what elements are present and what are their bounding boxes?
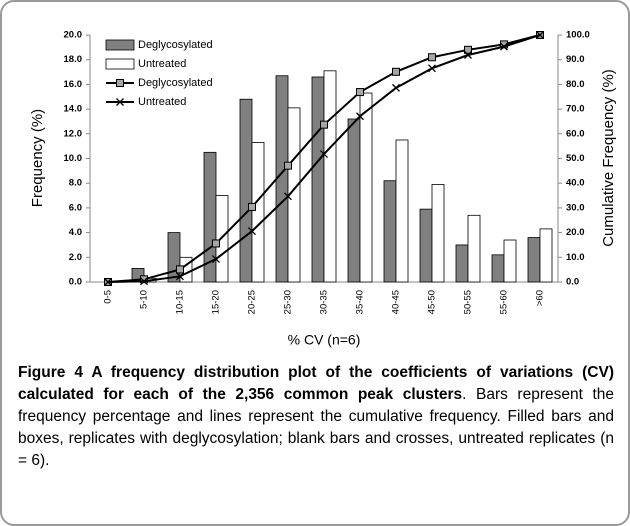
bar — [419, 208, 433, 283]
y-tick-label: 10.0 — [64, 153, 83, 164]
point-marker — [356, 88, 364, 97]
legend-marker — [116, 98, 124, 106]
y-tick-label: 20.0 — [64, 30, 83, 41]
point-marker — [248, 227, 256, 236]
legend-label: Untreated — [138, 96, 186, 108]
y2-tick-label: 30.0 — [566, 202, 585, 213]
point-marker — [428, 53, 436, 62]
x-tick-label: 25-30 — [283, 290, 294, 314]
x-tick-label: 45-50 — [427, 290, 438, 314]
caption-text: . Bars represent the frequency percentag… — [18, 386, 614, 469]
bar — [467, 214, 481, 283]
bar — [383, 180, 397, 283]
point-marker — [212, 255, 220, 263]
bar — [395, 139, 409, 283]
point-marker — [464, 51, 472, 59]
bar — [431, 184, 445, 283]
bar — [251, 142, 265, 283]
y2-tick-label: 50.0 — [566, 153, 585, 164]
y2-tick-label: 60.0 — [566, 128, 585, 139]
y-tick-label: 14.0 — [64, 104, 83, 115]
point-marker — [356, 112, 364, 121]
point-marker — [284, 192, 292, 201]
y-tick-label: 12.0 — [64, 128, 83, 139]
y-tick-label: 4.0 — [69, 227, 82, 238]
legend-swatch — [105, 39, 135, 51]
y-tick-label: 6.0 — [69, 202, 82, 213]
x-tick-label: >60 — [535, 290, 546, 306]
y2-tick-label: 10.0 — [566, 252, 585, 263]
bar — [311, 76, 325, 283]
bar — [527, 237, 541, 283]
legend-label: Deglycosylated — [138, 77, 213, 89]
bar — [275, 75, 289, 283]
point-marker — [464, 45, 472, 54]
legend-label: Untreated — [138, 58, 186, 70]
x-tick-label: 30-35 — [319, 290, 330, 314]
bar — [455, 244, 469, 283]
y2-tick-label: 100.0 — [566, 30, 590, 41]
x-tick-label: 35-40 — [355, 290, 366, 314]
bar — [539, 228, 553, 283]
point-marker — [176, 265, 184, 274]
y-tick-label: 0.0 — [69, 277, 82, 288]
y2-tick-label: 0.0 — [566, 277, 579, 288]
y-tick-label: 2.0 — [69, 252, 82, 263]
point-marker — [500, 42, 508, 51]
y-tick-label: 8.0 — [69, 178, 82, 189]
x-axis-title: % CV (n=6) — [288, 332, 361, 348]
y2-tick-label: 40.0 — [566, 178, 585, 189]
point-marker — [176, 272, 184, 281]
point-marker — [428, 64, 436, 73]
point-marker — [320, 150, 328, 159]
bar — [323, 70, 337, 283]
point-marker — [392, 67, 400, 76]
point-marker — [320, 120, 328, 129]
y2-tick-label: 20.0 — [566, 227, 585, 238]
x-tick-label: 20-25 — [247, 290, 258, 314]
bar — [347, 118, 361, 283]
point-marker — [284, 161, 292, 170]
point-marker — [248, 202, 256, 211]
bar — [359, 92, 373, 283]
x-tick-label: 50-55 — [463, 290, 474, 314]
legend-marker — [116, 79, 124, 87]
point-marker — [140, 277, 148, 286]
caption-title: Figure 4 A frequency distribution plot o… — [18, 364, 614, 403]
point-marker — [212, 239, 220, 248]
x-tick-label: 15-20 — [211, 290, 222, 314]
legend-label: Deglycosylated — [138, 39, 213, 51]
y-tick-label: 16.0 — [64, 79, 83, 90]
x-tick-label: 40-45 — [391, 290, 402, 314]
caption: Figure 4 A frequency distribution plot o… — [18, 362, 614, 472]
point-marker — [392, 83, 400, 92]
y2-tick-label: 90.0 — [566, 54, 585, 65]
y2-tick-label: 70.0 — [566, 104, 585, 115]
bar — [239, 98, 253, 283]
point-marker — [536, 31, 544, 39]
x-tick-label: 55-60 — [499, 290, 510, 314]
x-tick-label: 0-5 — [103, 290, 114, 304]
point-marker — [104, 278, 112, 286]
bar — [491, 254, 505, 283]
x-tick-label: 5-10 — [139, 290, 150, 309]
y-axis-title: Frequency (%) — [29, 109, 46, 207]
y-tick-label: 18.0 — [64, 54, 83, 65]
chart: Frequency (%) Cumulative Frequency (%) %… — [29, 30, 617, 348]
y2-axis-title: Cumulative Frequency (%) — [600, 69, 617, 247]
legend-swatch — [105, 58, 135, 70]
point-marker — [500, 40, 508, 49]
bar — [503, 239, 517, 283]
y2-tick-label: 80.0 — [566, 79, 585, 90]
point-marker — [140, 275, 148, 284]
x-tick-label: 10-15 — [175, 290, 186, 314]
